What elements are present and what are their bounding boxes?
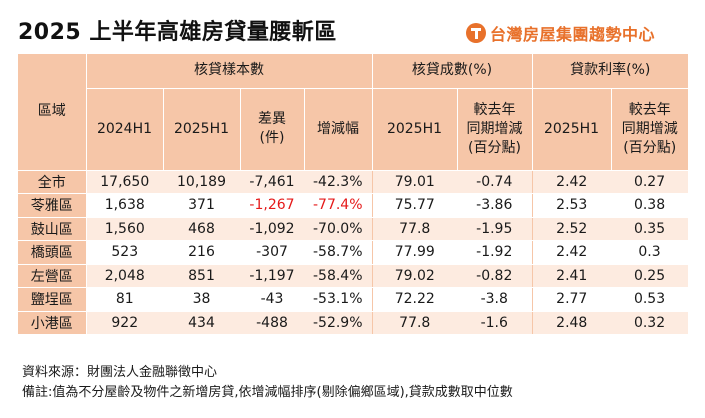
table-cell: 1,560	[86, 217, 163, 241]
table-cell: 922	[86, 311, 163, 335]
table-cell: -3.8	[457, 287, 533, 312]
region-cell: 橋頭區	[18, 240, 87, 265]
table-cell: 81	[86, 287, 163, 312]
table-cell: 72.22	[372, 287, 457, 312]
column-header: 2025H1	[532, 88, 612, 171]
table-cell: 851	[163, 264, 240, 288]
table-row: 苓雅區 1,638 371 -1,267 -77.4% 75.77 -3.86 2.53 0.3…	[18, 193, 689, 218]
table-cell: 2.77	[532, 287, 612, 312]
table-cell: -1.95	[457, 217, 533, 241]
region-cell: 小港區	[18, 311, 87, 335]
table-cell: -1,197	[240, 264, 304, 288]
region-cell: 左營區	[18, 264, 87, 288]
table-cell: 2,048	[86, 264, 163, 288]
table-cell: 0.3	[611, 240, 689, 265]
table-cell: -7,461	[240, 170, 304, 194]
table-row: 鼓山區 1,560 468 -1,092 -70.0% 77.8 -1.95 2.52 0.35	[18, 217, 689, 241]
group-header-interest-rate: 貸款利率(%)	[532, 54, 689, 89]
table-cell: 77.8	[372, 311, 457, 335]
table-cell: 77.99	[372, 240, 457, 265]
table-cell: 38	[163, 287, 240, 312]
loan-table: 區域 核貸樣本數 核貸成數(%) 貸款利率(%) 2024H1 2025H1 差異 …	[18, 54, 689, 335]
column-header: 較去年 同期增減 (百分點)	[611, 88, 689, 171]
table-cell: 0.32	[611, 311, 689, 335]
table-cell: -52.9%	[304, 311, 373, 335]
brand-name: 台灣房屋集團趨勢中心	[490, 25, 656, 44]
table-row: 小港區 922 434 -488 -52.9% 77.8 -1.6 2.48 0.32	[18, 311, 689, 335]
table-cell: -1.92	[457, 240, 533, 265]
table-cell: -488	[240, 311, 304, 335]
table-cell: 75.77	[372, 193, 457, 218]
header-sub-row: 2024H1 2025H1 差異 (件) 增減幅 2025H1 較去年 同期增減 (百分點…	[18, 88, 689, 171]
table-cell: 79.02	[372, 264, 457, 288]
table-cell: 0.35	[611, 217, 689, 241]
table-cell: -77.4%	[304, 193, 373, 218]
region-cell: 鹽埕區	[18, 287, 87, 312]
region-cell: 全市	[18, 170, 87, 194]
table-cell: -0.74	[457, 170, 533, 194]
table-cell: 0.53	[611, 287, 689, 312]
table-cell: 0.38	[611, 193, 689, 218]
header-group-row: 區域 核貸樣本數 核貸成數(%) 貸款利率(%)	[18, 54, 689, 171]
column-header: 2024H1	[86, 88, 164, 171]
table-row: 全市 17,650 10,189 -7,461 -42.3% 79.01 -0.74 2.42…	[18, 170, 689, 194]
table-cell: -1,092	[240, 217, 304, 241]
table-cell: -1.6	[457, 311, 533, 335]
table-row: 橋頭區 523 216 -307 -58.7% 77.99 -1.92 2.42 0.3	[18, 240, 689, 265]
table-row: 鹽埕區 81 38 -43 -53.1% 72.22 -3.8 2.77 0.53	[18, 287, 689, 312]
table-cell: 2.52	[532, 217, 612, 241]
table-cell: 2.42	[532, 240, 612, 265]
table-cell: -42.3%	[304, 170, 373, 194]
table-cell: 0.27	[611, 170, 689, 194]
column-header: 差異 (件)	[240, 88, 305, 171]
table-cell: 468	[163, 217, 240, 241]
table-cell: 0.25	[611, 264, 689, 288]
table-cell: 216	[163, 240, 240, 265]
source-note: 資料來源：財團法人金融聯徵中心	[22, 365, 218, 380]
table-cell: -43	[240, 287, 304, 312]
table-row: 左營區 2,048 851 -1,197 -58.4% 79.02 -0.82 2.41 0.2…	[18, 264, 689, 288]
table-cell: 2.42	[532, 170, 612, 194]
remark-note: 備註:值為不分屋齡及物件之新增房貸,依增減幅排序(剔除偏鄉區域),貸款成數取中位…	[22, 385, 513, 400]
table-cell: -307	[240, 240, 304, 265]
table-cell: 2.41	[532, 264, 612, 288]
column-header: 2025H1	[372, 88, 458, 171]
taiwan-realty-logo-icon	[466, 23, 486, 43]
table-cell: 2.48	[532, 311, 612, 335]
column-header: 增減幅	[304, 88, 373, 171]
table-body: 全市 17,650 10,189 -7,461 -42.3% 79.01 -0.74 2.42…	[18, 170, 689, 335]
table-cell: 523	[86, 240, 163, 265]
column-header: 較去年 同期增減 (百分點)	[457, 88, 533, 171]
group-header-sample-count: 核貸樣本數	[86, 54, 373, 89]
table-cell: 371	[163, 193, 240, 218]
table-cell: -53.1%	[304, 287, 373, 312]
region-header: 區域	[18, 54, 87, 171]
brand: 台灣房屋集團趨勢中心	[466, 21, 655, 45]
page-title: 2025 上半年高雄房貸量腰斬區	[18, 20, 337, 45]
table-cell: -58.4%	[304, 264, 373, 288]
table-cell: 10,189	[163, 170, 240, 194]
table-cell: -70.0%	[304, 217, 373, 241]
table-cell: 17,650	[86, 170, 163, 194]
table-cell: 79.01	[372, 170, 457, 194]
column-header: 2025H1	[163, 88, 241, 171]
notes: 資料來源：財團法人金融聯徵中心 備註:值為不分屋齡及物件之新增房貸,依增減幅排序…	[22, 363, 513, 403]
region-cell: 苓雅區	[18, 193, 87, 218]
table-cell: 77.8	[372, 217, 457, 241]
table-cell: 434	[163, 311, 240, 335]
table-cell: -3.86	[457, 193, 533, 218]
region-cell: 鼓山區	[18, 217, 87, 241]
table-cell: -1,267	[240, 193, 304, 218]
group-header-loan-ratio: 核貸成數(%)	[372, 54, 533, 89]
table-cell: 1,638	[86, 193, 163, 218]
table-cell: -0.82	[457, 264, 533, 288]
table-cell: 2.53	[532, 193, 612, 218]
table-cell: -58.7%	[304, 240, 373, 265]
